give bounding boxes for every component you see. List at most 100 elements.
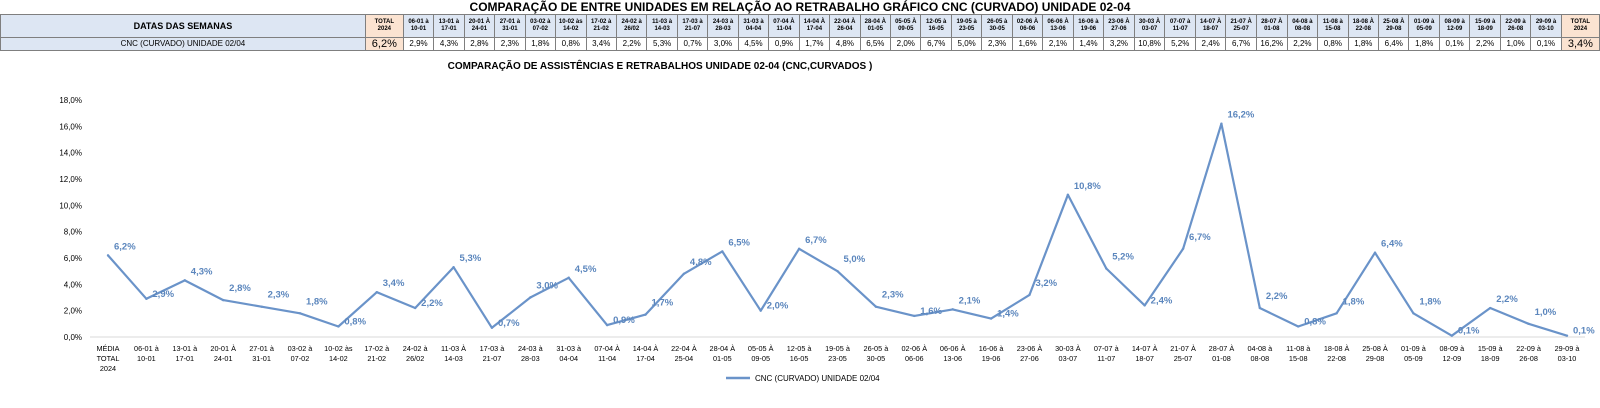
week-header-cell: 30-03 À 03-07 [1133, 14, 1166, 38]
y-tick-label: 18,0% [59, 96, 82, 105]
x-tick-label-line: 02-06 À [902, 344, 928, 353]
week-value-cell: 2,4% [1194, 37, 1227, 51]
week-value-cell: 3,4% [585, 37, 617, 51]
data-label: 2,8% [229, 283, 251, 294]
week-header-cell: 17-02 à 21-02 [585, 14, 617, 38]
x-tick-label-line: 12-05 à [787, 344, 813, 353]
y-tick-label: 4,0% [64, 280, 82, 289]
y-tick-label: 12,0% [59, 175, 82, 184]
data-label: 3,4% [383, 278, 405, 289]
week-value-cell: 3,0% [707, 37, 739, 51]
week-header-cell: 27-01 à 31-01 [494, 14, 526, 38]
x-tick-label: 08-09 à 12-09 [1439, 344, 1465, 363]
week-value-cell: 5,3% [646, 37, 678, 51]
x-tick-label-line: 18-07 [1135, 354, 1154, 363]
y-tick-label: 2,0% [64, 307, 82, 316]
x-tick-label-line: 01-08 [1212, 354, 1231, 363]
total-right-header: TOTAL 2024 [1560, 14, 1600, 38]
x-tick-label-line: 06-06 [905, 354, 924, 363]
data-label: 2,0% [767, 301, 789, 312]
data-point [1181, 247, 1185, 250]
week-header-cell: 10-02 às 14-02 [555, 14, 587, 38]
x-tick-label-line: 22-04 À [671, 344, 697, 353]
week-value-cell: 2,0% [890, 37, 922, 51]
data-point [605, 323, 609, 327]
x-tick-label: 03-02 à 07-02 [288, 344, 314, 363]
data-point [1258, 306, 1262, 310]
week-header-cell: 26-05 à 30-05 [981, 14, 1013, 38]
x-tick-label-line: 17-04 [636, 354, 655, 363]
week-value-cell: 4,5% [737, 37, 770, 51]
data-label: 5,3% [460, 253, 482, 264]
x-tick-label-line: 17-03 à [480, 344, 506, 353]
data-point [413, 306, 417, 310]
data-label: 6,7% [805, 235, 827, 246]
week-header-cell: 06-06 À 13-06 [1042, 14, 1074, 38]
week-value-cell: 2,3% [981, 37, 1013, 51]
week-header-cell: 14-07 À 18-07 [1194, 14, 1227, 38]
x-tick-label: 30-03 À 03-07 [1055, 344, 1081, 363]
x-tick-label-line: 14-02 [329, 354, 348, 363]
data-point [1412, 312, 1415, 315]
week-header-cell: 15-09 à 18-09 [1469, 14, 1501, 38]
data-point [1066, 193, 1070, 196]
x-tick-label-line: 08-09 à [1439, 344, 1465, 353]
x-tick-label: 17-03 à 21-07 [480, 344, 506, 363]
x-tick-label-line: 23-06 À [1017, 344, 1043, 353]
x-tick-label: 29-09 à 03-10 [1555, 344, 1581, 363]
data-label: 1,6% [920, 306, 942, 317]
total-header-year: 2024 [377, 26, 391, 32]
y-axis: 0,0% 2,0% 4,0% 6,0% 8,0% 10,0% 12,0% 14,0% 16,0%… [59, 96, 82, 342]
week-value-cell: 1,8% [1408, 37, 1440, 51]
week-header-cell: 11-03 à 14-03 [646, 14, 678, 38]
week-value-cell: 0,8% [555, 37, 587, 51]
week-value-cell: 5,2% [1164, 37, 1196, 51]
week-header-cell: 19-05 à 23-05 [950, 14, 983, 38]
table-value-row: CNC (CURVADO) UNIDADE 02/04 6,2% 2,9% 4,3… [0, 37, 1600, 51]
data-label: 0,9% [613, 315, 635, 326]
week-value-cell: 10,8% [1133, 37, 1166, 51]
x-tick-label: 05-05 À 09-05 [748, 344, 774, 363]
y-tick-label: 6,0% [64, 254, 82, 263]
x-tick-label-line: 11-03 À [441, 344, 466, 353]
x-tick-label: 06-06 À 13-06 [940, 344, 966, 363]
x-tick-label-line: 10-01 [137, 354, 156, 363]
row-header-label: DATAS DAS SEMANAS [0, 14, 366, 38]
x-tick-label-line: 24-01 [214, 354, 233, 363]
data-label: 4,5% [575, 264, 597, 275]
x-tick-label-line: 16-06 à [979, 344, 1005, 353]
week-value-cell: 1,8% [524, 37, 557, 51]
x-tick-label-line: 17-01 [175, 354, 194, 363]
x-tick-label: 02-06 À 06-06 [902, 344, 928, 363]
week-value-cell: 2,2% [1469, 37, 1501, 51]
week-header-cell: 13-01 à 17-01 [433, 14, 465, 38]
data-label: 1,8% [1343, 296, 1365, 307]
week-value-cell: 1,0% [1499, 37, 1532, 51]
series-line-group [106, 122, 1569, 337]
data-point [759, 309, 762, 312]
row-value-label: CNC (CURVADO) UNIDADE 02/04 [0, 37, 366, 51]
week-header-cell: 24-03 à 28-03 [707, 14, 739, 38]
data-point [797, 247, 801, 250]
x-tick-label: MÉDIA TOTAL 2024 [96, 344, 119, 373]
data-label: 16,2% [1227, 110, 1254, 121]
data-label: 4,3% [191, 266, 213, 277]
weekly-data-table: DATAS DAS SEMANAS TOTAL 2024 06-01 à 10-0… [0, 14, 1600, 51]
week-header-cell: 22-04 À 26-04 [829, 14, 861, 38]
data-point [1373, 251, 1377, 254]
x-tick-label-line: 07-04 À [594, 344, 620, 353]
x-tick-label-line: 05-09 [1404, 354, 1423, 363]
data-label: 10,8% [1074, 181, 1101, 192]
x-tick-label-line: 21-07 À [1170, 344, 1196, 353]
x-tick-label-line: 11-08 à [1286, 344, 1311, 353]
week-header-cell: 29-09 à 03-10 [1530, 14, 1562, 38]
data-point [682, 272, 686, 275]
x-tick-label-line: 08-08 [1251, 354, 1270, 363]
week-value-cell: 0,7% [676, 37, 709, 51]
data-label: 2,3% [268, 290, 290, 301]
x-tick-label-line: TOTAL [97, 354, 120, 363]
data-label: 0,1% [1573, 326, 1595, 337]
x-tick-label-line: 19-05 à [825, 344, 851, 353]
week-value-cell: 2,1% [1042, 37, 1074, 51]
x-tick-label: 04-08 à 08-08 [1247, 344, 1273, 363]
